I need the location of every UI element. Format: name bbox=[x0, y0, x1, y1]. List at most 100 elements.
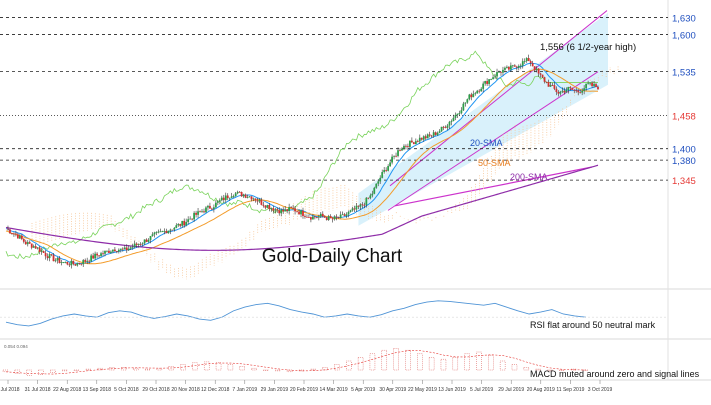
candle-body bbox=[250, 196, 253, 200]
candle-body bbox=[517, 65, 520, 68]
candle-body bbox=[137, 244, 140, 245]
candle-body bbox=[496, 72, 498, 77]
level-label: 1,400 bbox=[672, 145, 696, 156]
candle-body bbox=[339, 214, 342, 219]
candle-body bbox=[405, 145, 407, 147]
macd-histogram-bar bbox=[346, 360, 352, 371]
macd-histogram-bar bbox=[38, 369, 44, 375]
candle-body bbox=[64, 261, 67, 263]
candle-body bbox=[587, 83, 590, 85]
candle-body bbox=[135, 243, 138, 245]
candle-body bbox=[258, 199, 261, 202]
candle-body bbox=[195, 212, 197, 215]
candle-body bbox=[426, 134, 429, 139]
candle-body bbox=[60, 262, 63, 264]
macd-histogram-bar bbox=[239, 366, 245, 371]
candle-body bbox=[436, 132, 439, 135]
candle-body bbox=[240, 192, 243, 197]
candle-body bbox=[555, 88, 558, 93]
candle-body bbox=[452, 117, 455, 122]
candle-body bbox=[199, 211, 201, 213]
candle-body bbox=[458, 113, 461, 114]
candle-body bbox=[159, 231, 162, 233]
candle-body bbox=[171, 229, 174, 231]
candle-body bbox=[7, 228, 9, 230]
candle-body bbox=[597, 86, 599, 90]
candle-body bbox=[500, 71, 502, 73]
candle-body bbox=[420, 137, 423, 140]
candle-body bbox=[228, 197, 231, 199]
candle-body bbox=[272, 208, 275, 211]
candle-body bbox=[547, 82, 550, 87]
candle-body bbox=[70, 260, 73, 266]
sma-20-line bbox=[5, 62, 599, 265]
macd-histogram-bar bbox=[570, 368, 577, 371]
candle-body bbox=[187, 219, 190, 222]
candle-body bbox=[66, 261, 69, 265]
x-tick-label: 30 Apr 2019 bbox=[379, 387, 406, 393]
level-label: 1,380 bbox=[672, 156, 696, 167]
candle-body bbox=[387, 166, 390, 171]
candle-body bbox=[30, 243, 33, 248]
x-tick-label: 5 Apr 2019 bbox=[351, 387, 375, 393]
candle-body bbox=[454, 114, 457, 118]
candle-body bbox=[224, 195, 227, 201]
candle-body bbox=[234, 193, 237, 197]
candle-body bbox=[28, 242, 31, 244]
candle-body bbox=[175, 225, 178, 228]
macd-histogram-bar bbox=[393, 348, 399, 371]
candle-body bbox=[100, 253, 102, 257]
candle-body bbox=[377, 181, 380, 184]
candle-body bbox=[513, 65, 516, 67]
candle-body bbox=[478, 90, 481, 92]
candle-body bbox=[292, 207, 294, 209]
candle-body bbox=[583, 88, 586, 91]
candle-body bbox=[56, 258, 59, 261]
candle-body bbox=[375, 183, 378, 188]
candle-body bbox=[149, 235, 152, 240]
candle-body bbox=[104, 250, 106, 254]
candle-body bbox=[46, 256, 49, 259]
candle-body bbox=[337, 217, 340, 219]
candle-body bbox=[18, 235, 21, 239]
candle-body bbox=[286, 209, 289, 212]
level-label: 1,630 bbox=[672, 13, 696, 24]
candle-body bbox=[399, 150, 401, 152]
candle-body bbox=[131, 246, 134, 248]
candle-body bbox=[62, 262, 65, 263]
macd-histogram-bar bbox=[61, 369, 68, 372]
candle-body bbox=[315, 217, 318, 219]
macd-histogram-bar bbox=[180, 364, 186, 371]
candle-body bbox=[563, 90, 566, 93]
candle-body bbox=[523, 61, 526, 62]
macd-histogram-bar bbox=[156, 367, 163, 371]
candle-body bbox=[412, 142, 415, 145]
candle-body bbox=[113, 249, 116, 252]
level-label: 1,345 bbox=[672, 176, 696, 187]
candle-body bbox=[276, 209, 279, 211]
channel-lower-line bbox=[387, 71, 599, 211]
candle-body bbox=[535, 68, 538, 71]
candle-body bbox=[191, 218, 194, 220]
candle-body bbox=[22, 239, 25, 242]
candle-body bbox=[311, 216, 314, 220]
macd-histogram-bar bbox=[523, 367, 530, 371]
candle-body bbox=[86, 260, 89, 262]
macd-histogram-bar bbox=[251, 367, 257, 371]
candle-body bbox=[515, 66, 518, 68]
candle-body bbox=[226, 195, 229, 199]
candle-body bbox=[108, 250, 110, 253]
candle-body bbox=[121, 248, 124, 250]
candle-body bbox=[553, 85, 556, 89]
candle-body bbox=[363, 204, 366, 206]
candle-body bbox=[232, 196, 235, 197]
candle-body bbox=[484, 81, 487, 84]
x-tick-label: 13 Sep 2018 bbox=[83, 387, 112, 393]
candle-body bbox=[36, 247, 39, 249]
candle-body bbox=[84, 260, 87, 262]
candle-body bbox=[317, 216, 320, 218]
regression-channel-fill bbox=[358, 12, 608, 226]
candle-body bbox=[460, 110, 463, 114]
candle-body bbox=[335, 216, 338, 218]
candle-body bbox=[351, 208, 354, 211]
